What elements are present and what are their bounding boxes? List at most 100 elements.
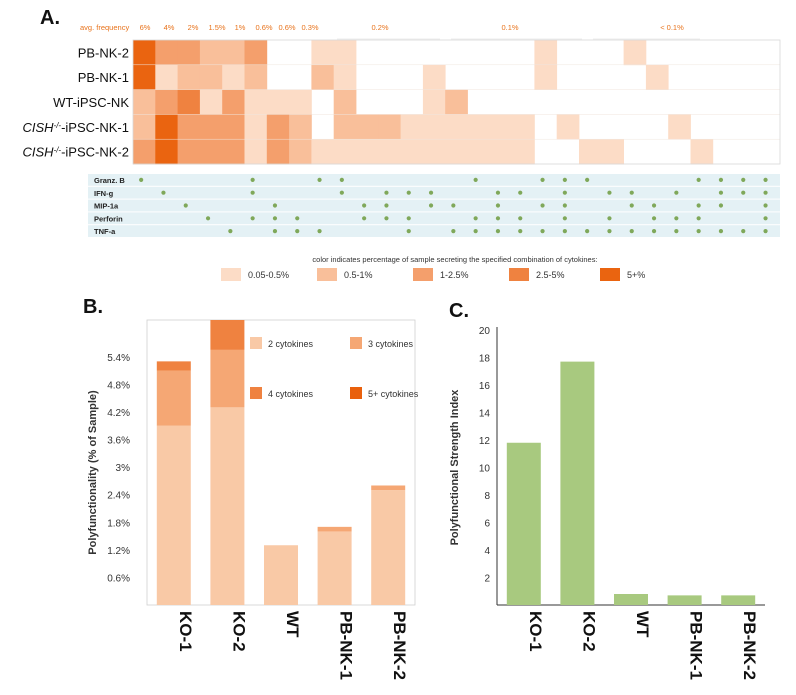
cytokine-dot — [362, 216, 367, 221]
heatmap-cell — [512, 139, 535, 165]
cytokine-row-band — [88, 199, 780, 212]
chart-b-y-tick: 3.6% — [107, 436, 130, 447]
cytokine-dot — [473, 216, 478, 221]
cytokine-dot — [674, 229, 679, 234]
cytokine-dot — [696, 216, 701, 221]
chart-b-y-axis-title: Polyfunctionality (% of Sample) — [87, 390, 99, 555]
heatmap-cell — [378, 114, 401, 140]
heatmap-cell — [512, 114, 535, 140]
chart-c-x-label: KO-2 — [579, 611, 598, 652]
heatmap-cell — [601, 139, 624, 165]
cytokine-label: TNF-a — [94, 227, 116, 236]
legend-swatch — [600, 268, 620, 281]
heatmap-legend: 0.05-0.5% 0.5-1% 1-2.5% 2.5-5% 5+% — [221, 268, 645, 281]
heatmap-cell — [356, 114, 379, 140]
heatmap-row-label: PB-NK-1 — [78, 70, 129, 85]
cytokine-dot — [228, 229, 233, 234]
heatmap-cell — [244, 89, 268, 115]
cytokine-dot — [629, 203, 634, 208]
frequency-label: 0.3% — [301, 23, 318, 32]
heatmap-cell — [133, 114, 156, 140]
heatmap-cell — [222, 114, 245, 140]
heatmap-cell — [534, 40, 558, 66]
row-label-suffix: -iPSC-NK-2 — [61, 145, 129, 160]
heatmap-cell — [289, 89, 312, 115]
chart-c-x-label: PB-NK-2 — [740, 611, 759, 680]
heatmap-cell — [422, 64, 446, 90]
cytokine-dot — [406, 216, 411, 221]
row-label-suffix: -iPSC-NK-1 — [61, 120, 129, 135]
heatmap-cell — [333, 139, 357, 165]
heatmap-cell — [177, 40, 201, 66]
heatmap-cell — [289, 114, 312, 140]
heatmap-cell — [155, 89, 178, 115]
heatmap-cell — [333, 40, 357, 66]
cytokine-dot — [139, 177, 144, 182]
cytokine-row-band — [88, 186, 780, 199]
chart-c-y-tick: 2 — [484, 574, 490, 585]
heatmap-cell — [244, 40, 268, 66]
chart-b-y-tick: 4.2% — [107, 408, 130, 419]
cytokine-dot — [272, 203, 278, 208]
cytokine-dot — [250, 190, 255, 195]
chart-b-bar-segment — [264, 545, 298, 605]
row-label-superscript: -/- — [54, 120, 62, 129]
chart-b-y-tick: 1.2% — [107, 546, 130, 557]
heatmap-cell — [690, 139, 714, 165]
cytokine-dot — [161, 190, 166, 195]
cytokine-dot — [741, 190, 746, 195]
cytokine-table: Granz. B IFN-g MIP-1a Perforin TNF-a — [88, 174, 780, 237]
chart-b-legend-swatch — [350, 387, 362, 399]
heatmap-cell — [645, 64, 669, 90]
heatmap-cell — [133, 89, 156, 115]
heatmap-row-label: CISH-/--iPSC-NK-1 — [22, 120, 129, 135]
cytokine-dot — [540, 229, 545, 234]
chart-b-y-tick: 5.4% — [107, 353, 130, 364]
chart-c-bar — [721, 595, 756, 605]
chart-b-bar-segment — [371, 485, 406, 491]
heatmap-cell — [378, 139, 401, 165]
cytokine-dot — [495, 203, 501, 208]
frequency-label: 6% — [140, 23, 151, 32]
frequency-label: 2% — [188, 23, 199, 32]
cytokine-dot — [607, 216, 612, 221]
heatmap-cell — [222, 89, 245, 115]
heatmap-cell — [422, 89, 446, 115]
heatmap-cell — [199, 40, 223, 66]
heatmap-cell — [668, 114, 691, 140]
frequency-label: < 0.1% — [660, 23, 684, 32]
chart-b-bar-segment — [317, 526, 352, 532]
heatmap-cell — [222, 139, 245, 165]
cytokine-dot — [741, 229, 746, 234]
heatmap-cell — [133, 64, 156, 90]
cytokine-dot — [518, 229, 523, 234]
cytokine-dot — [362, 203, 367, 208]
legend-title: color indicates percentage of sample sec… — [312, 255, 597, 264]
chart-b-bar-segment — [156, 425, 191, 605]
heatmap-cell — [177, 64, 201, 90]
heatmap-cell — [422, 114, 446, 140]
heatmap-cell — [133, 40, 156, 66]
chart-c-y-tick: 10 — [479, 464, 491, 475]
chart-b-bar-segment — [156, 361, 191, 371]
heatmap-cell — [445, 89, 468, 115]
row-label-prefix: CISH — [22, 145, 54, 160]
chart-c-bar — [560, 361, 595, 605]
heatmap-cell — [467, 114, 491, 140]
chart-c: 2 4 6 8 10 12 14 16 18 20 KO-1 KO-2 WT PB-NK-1 PB-NK-2… — [449, 326, 765, 680]
heatmap-cell — [467, 139, 491, 165]
chart-c-y-tick: 20 — [479, 326, 491, 337]
cytokine-dot — [473, 229, 478, 234]
cytokine-dot — [183, 203, 188, 208]
chart-b-legend-label: 3 cytokines — [368, 339, 414, 349]
heatmap-row-labels: PB-NK-2PB-NK-1WT-iPSC-NKCISH-/--iPSC-NK-… — [22, 45, 129, 159]
cytokine-dot — [763, 177, 768, 182]
chart-b-y-tick: 3% — [116, 463, 131, 474]
chart-c-x-label: KO-1 — [526, 611, 545, 652]
heatmap-cell — [422, 139, 446, 165]
heatmap-cell — [177, 114, 201, 140]
chart-b-bar-segment — [371, 490, 406, 605]
heatmap-cell — [199, 139, 223, 165]
heatmap-cell — [244, 64, 268, 90]
frequency-label: 0.6% — [278, 23, 295, 32]
